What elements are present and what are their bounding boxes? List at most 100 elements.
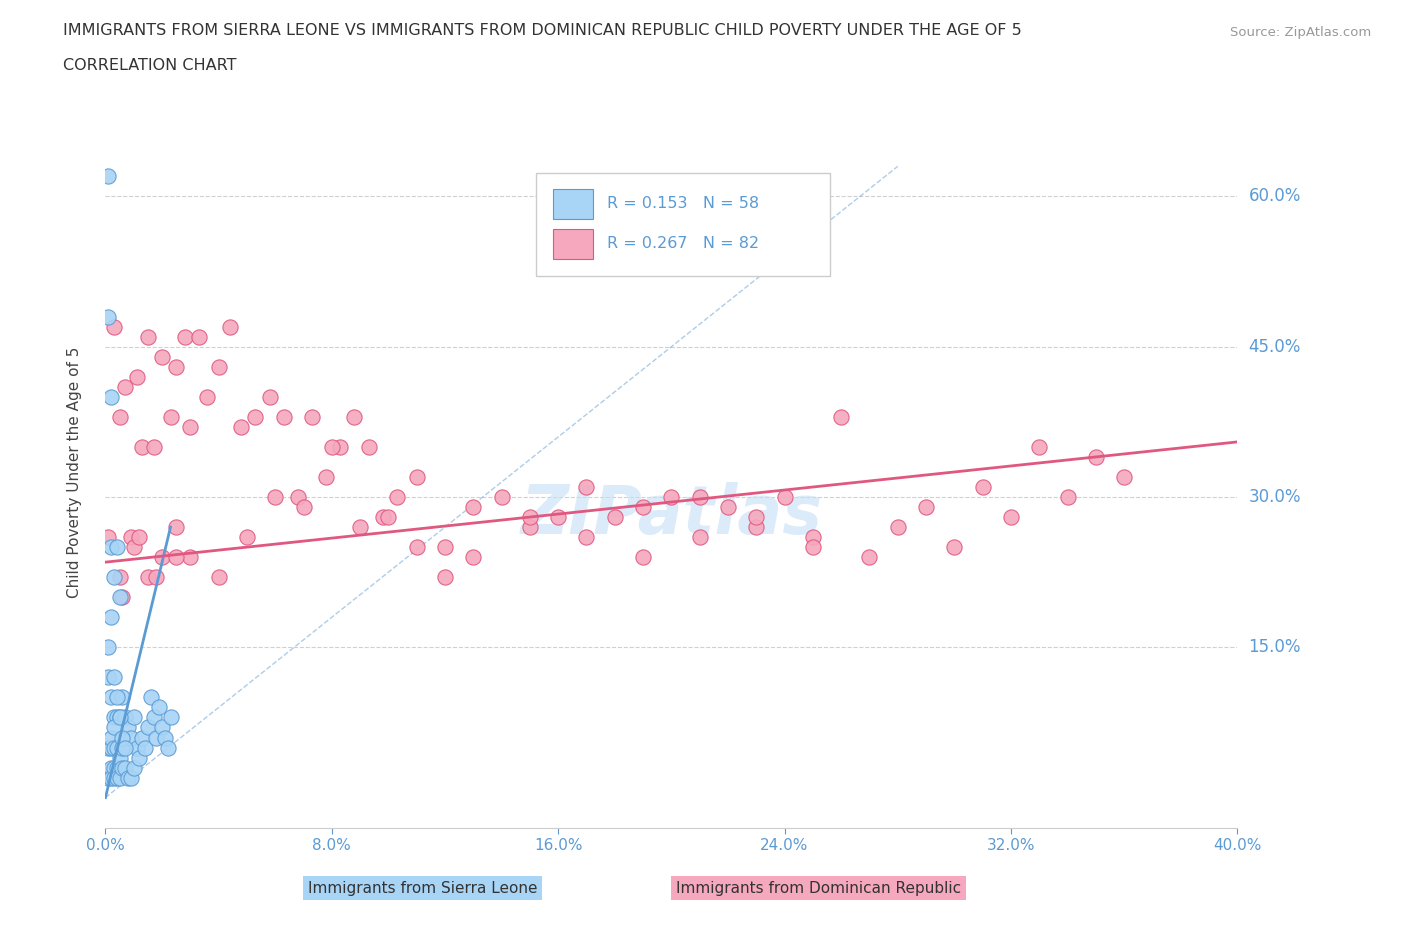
Point — [108, 751, 131, 765]
Point — [97, 530, 120, 545]
Point — [1114, 470, 1136, 485]
Point — [142, 440, 165, 455]
Point — [150, 550, 173, 565]
Point — [114, 379, 136, 394]
Text: R = 0.267   N = 82: R = 0.267 N = 82 — [607, 236, 759, 251]
Point — [371, 510, 394, 525]
Point — [111, 690, 134, 705]
Point — [292, 499, 315, 514]
Point — [150, 720, 173, 735]
Point — [972, 480, 994, 495]
Point — [97, 740, 120, 755]
Point — [273, 409, 295, 424]
Point — [236, 530, 259, 545]
Point — [887, 520, 910, 535]
Point — [519, 520, 541, 535]
Point — [1084, 449, 1107, 464]
Point — [103, 710, 125, 724]
Point — [661, 489, 683, 504]
Point — [145, 570, 167, 585]
Point — [117, 770, 139, 785]
Point — [142, 710, 165, 724]
Point — [128, 530, 150, 545]
Text: R = 0.153   N = 58: R = 0.153 N = 58 — [607, 196, 759, 211]
Point — [108, 770, 131, 785]
Point — [97, 670, 120, 684]
Point — [105, 539, 128, 554]
Point — [801, 530, 824, 545]
Point — [131, 730, 153, 745]
Point — [120, 530, 142, 545]
Point — [134, 740, 156, 755]
Point — [689, 530, 711, 545]
Point — [187, 329, 209, 344]
Text: IMMIGRANTS FROM SIERRA LEONE VS IMMIGRANTS FROM DOMINICAN REPUBLIC CHILD POVERTY: IMMIGRANTS FROM SIERRA LEONE VS IMMIGRAN… — [63, 23, 1022, 38]
Point — [97, 309, 120, 324]
Point — [105, 710, 128, 724]
Point — [547, 510, 569, 525]
Text: Source: ZipAtlas.com: Source: ZipAtlas.com — [1230, 26, 1371, 39]
Point — [195, 390, 218, 405]
Point — [165, 550, 187, 565]
Point — [943, 539, 966, 554]
Point — [287, 489, 309, 504]
Point — [100, 610, 122, 625]
Point — [321, 440, 343, 455]
Point — [159, 710, 181, 724]
Point — [100, 539, 122, 554]
Point — [103, 670, 125, 684]
Point — [173, 329, 195, 344]
Point — [519, 510, 541, 525]
Point — [179, 419, 201, 434]
Text: 15.0%: 15.0% — [1249, 638, 1301, 657]
Point — [114, 710, 136, 724]
Point — [100, 730, 122, 745]
Y-axis label: Child Poverty Under the Age of 5: Child Poverty Under the Age of 5 — [67, 346, 82, 598]
Point — [114, 760, 136, 775]
Point — [97, 640, 120, 655]
Point — [801, 539, 824, 554]
Point — [105, 690, 128, 705]
Point — [208, 359, 231, 374]
Text: 30.0%: 30.0% — [1249, 488, 1301, 506]
Point — [773, 489, 796, 504]
Point — [208, 570, 231, 585]
Point — [139, 690, 162, 705]
Point — [111, 590, 134, 604]
Point — [405, 470, 427, 485]
Point — [120, 770, 142, 785]
Point — [145, 730, 167, 745]
Point — [108, 710, 131, 724]
Point — [105, 740, 128, 755]
Point — [153, 730, 176, 745]
Point — [915, 499, 938, 514]
Point — [433, 539, 456, 554]
Point — [122, 539, 145, 554]
Point — [103, 740, 125, 755]
Point — [1056, 489, 1078, 504]
Point — [717, 499, 740, 514]
Point — [301, 409, 323, 424]
Point — [357, 440, 380, 455]
Point — [1000, 510, 1022, 525]
Point — [689, 489, 711, 504]
Point — [165, 359, 187, 374]
Point — [219, 319, 242, 334]
Point — [264, 489, 287, 504]
Point — [136, 329, 159, 344]
FancyBboxPatch shape — [536, 173, 830, 276]
Point — [117, 720, 139, 735]
Point — [100, 770, 122, 785]
Point — [745, 520, 768, 535]
Point — [329, 440, 352, 455]
Text: ZIPatlas: ZIPatlas — [520, 482, 823, 548]
Point — [745, 510, 768, 525]
Point — [108, 570, 131, 585]
Point — [111, 730, 134, 745]
Point — [245, 409, 267, 424]
Point — [100, 760, 122, 775]
Point — [122, 710, 145, 724]
Point — [165, 520, 187, 535]
Point — [100, 740, 122, 755]
Point — [463, 499, 485, 514]
